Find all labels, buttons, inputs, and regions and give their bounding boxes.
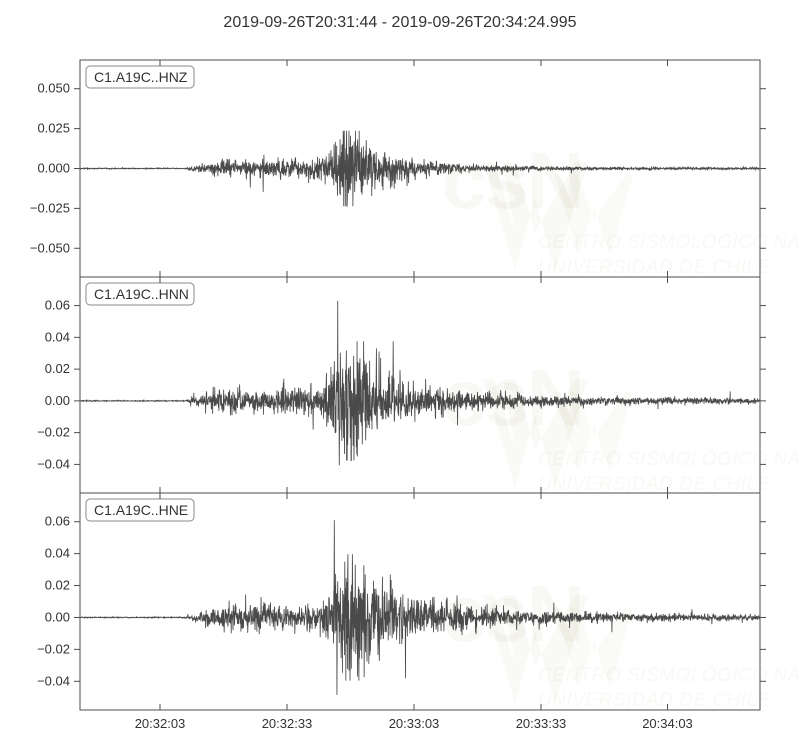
- svg-text:0.000: 0.000: [37, 161, 70, 176]
- svg-text:CENTRO SISMOLÓGICO NACIONAL: CENTRO SISMOLÓGICO NACIONAL: [538, 448, 800, 470]
- svg-text:0.06: 0.06: [45, 298, 70, 313]
- svg-text:20:33:03: 20:33:03: [389, 716, 440, 731]
- svg-text:CENTRO SISMOLÓGICO NACIONAL: CENTRO SISMOLÓGICO NACIONAL: [538, 664, 800, 686]
- svg-text:C1.A19C..HNN: C1.A19C..HNN: [94, 286, 189, 302]
- svg-text:0.04: 0.04: [45, 329, 70, 344]
- svg-text:20:32:03: 20:32:03: [135, 716, 186, 731]
- svg-text:20:32:33: 20:32:33: [262, 716, 313, 731]
- svg-text:−0.050: −0.050: [30, 240, 70, 255]
- svg-text:0.02: 0.02: [45, 361, 70, 376]
- svg-text:UNIVERSIDAD DE CHILE: UNIVERSIDAD DE CHILE: [538, 257, 771, 278]
- svg-text:20:33:33: 20:33:33: [516, 716, 567, 731]
- svg-text:−0.04: −0.04: [37, 673, 70, 688]
- svg-text:−0.025: −0.025: [30, 200, 70, 215]
- svg-text:C1.A19C..HNE: C1.A19C..HNE: [94, 502, 188, 518]
- svg-text:UNIVERSIDAD DE CHILE: UNIVERSIDAD DE CHILE: [538, 690, 771, 711]
- svg-text:0.050: 0.050: [37, 81, 70, 96]
- svg-text:20:34:03: 20:34:03: [642, 716, 693, 731]
- svg-text:0.04: 0.04: [45, 546, 70, 561]
- svg-text:CENTRO SISMOLÓGICO NACIONAL: CENTRO SISMOLÓGICO NACIONAL: [538, 231, 800, 253]
- svg-text:C1.A19C..HNZ: C1.A19C..HNZ: [94, 69, 188, 85]
- svg-text:−0.02: −0.02: [37, 425, 70, 440]
- svg-text:0.00: 0.00: [45, 393, 70, 408]
- svg-text:−0.04: −0.04: [37, 456, 70, 471]
- svg-text:UNIVERSIDAD DE CHILE: UNIVERSIDAD DE CHILE: [538, 474, 771, 495]
- svg-text:0.06: 0.06: [45, 514, 70, 529]
- svg-text:0.025: 0.025: [37, 121, 70, 136]
- svg-text:−0.02: −0.02: [37, 641, 70, 656]
- svg-text:0.02: 0.02: [45, 578, 70, 593]
- svg-text:0.00: 0.00: [45, 609, 70, 624]
